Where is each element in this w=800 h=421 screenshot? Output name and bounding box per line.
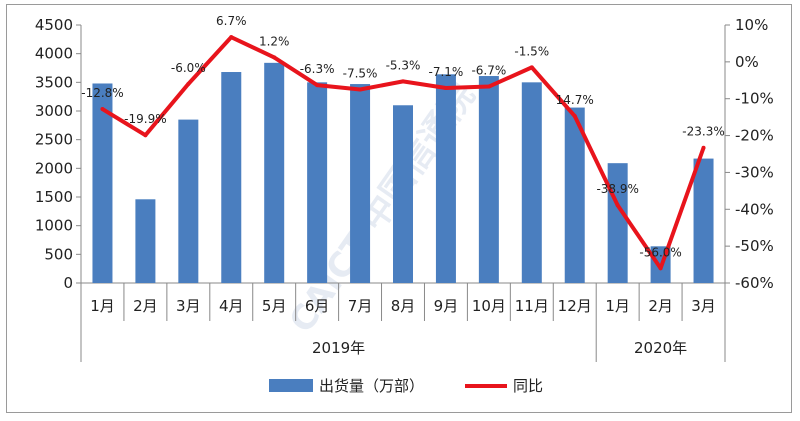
yoy-point-10	[486, 84, 491, 89]
legend-bar-label: 出货量（万部）	[319, 377, 424, 395]
legend-bar-swatch	[269, 379, 313, 392]
y-right-tick-label: 0%	[735, 53, 759, 71]
x-category-label: 1月	[605, 297, 630, 315]
x-category-label: 3月	[691, 297, 716, 315]
chart-frame: CAICT 中国信通院 0 500 1000 1500 2000 2500 3000 3500 4…	[6, 4, 792, 413]
y-right-tick-label: -30%	[735, 163, 774, 181]
bar-2	[135, 199, 156, 283]
y-right-tick-label: 10%	[735, 16, 768, 34]
y-right-tick-label: -10%	[735, 90, 774, 108]
x-category-label: 2月	[648, 297, 673, 315]
yoy-point-6	[315, 83, 320, 88]
yoy-point-2	[143, 133, 148, 138]
y-right-tick-label: -50%	[735, 237, 774, 255]
x-category-label: 3月	[176, 297, 201, 315]
bar-1	[92, 83, 113, 283]
bar-15	[693, 158, 714, 283]
bar-9	[435, 74, 456, 283]
bar-13	[607, 163, 628, 283]
x-category-label: 4月	[219, 297, 244, 315]
yoy-point-12	[572, 114, 577, 119]
yoy-data-label: -6.3%	[300, 62, 335, 76]
combo-chart: CAICT 中国信通院05001000150020002500300035004…	[35, 14, 774, 395]
yoy-data-label: -6.7%	[471, 64, 506, 78]
y-right-tick-label: -60%	[735, 274, 774, 292]
yoy-data-label: -5.3%	[386, 58, 421, 72]
y-left-tick-label: 2000	[35, 159, 73, 177]
yoy-data-label: -7.1%	[429, 65, 464, 79]
yoy-data-label: -1.5%	[514, 44, 549, 58]
yoy-point-5	[272, 55, 277, 60]
yoy-point-13	[615, 203, 620, 208]
bar-7	[350, 84, 371, 283]
x-category-label: 5月	[262, 297, 287, 315]
y-left-tick-label: 0	[63, 274, 73, 292]
yoy-point-8	[401, 79, 405, 84]
x-category-label: 9月	[434, 297, 459, 315]
yoy-data-label: -7.5%	[343, 67, 378, 81]
yoy-point-4	[229, 35, 234, 40]
yoy-data-label: -19.9%	[124, 112, 166, 126]
y-left-tick-label: 4000	[35, 45, 73, 63]
yoy-point-14	[658, 266, 663, 271]
yoy-data-label: -38.9%	[596, 182, 638, 196]
yoy-point-3	[186, 81, 191, 86]
x-group-label: 2019年	[312, 339, 365, 357]
y-right-tick-label: -40%	[735, 200, 774, 218]
x-category-label: 2月	[133, 297, 158, 315]
legend-line-label: 同比	[513, 377, 543, 395]
y-left-tick-label: 2500	[35, 131, 73, 149]
y-left-tick-label: 1000	[35, 217, 73, 235]
x-category-label: 12月	[558, 297, 592, 315]
bar-3	[178, 119, 199, 283]
yoy-data-label: 6.7%	[216, 14, 247, 28]
yoy-data-label: 14.7%	[556, 93, 594, 107]
yoy-data-label: -6.0%	[171, 61, 206, 75]
x-category-label: 7月	[348, 297, 373, 315]
yoy-data-label: -23.3%	[682, 125, 724, 139]
yoy-point-11	[529, 65, 534, 70]
bar-5	[264, 62, 285, 284]
y-left-tick-label: 1500	[35, 188, 73, 206]
bar-6	[307, 82, 328, 283]
bar-11	[521, 82, 542, 283]
yoy-data-label: -12.8%	[81, 86, 123, 100]
x-category-label: 10月	[472, 297, 506, 315]
bar-12	[564, 107, 585, 283]
y-left-tick-label: 3500	[35, 73, 73, 91]
y-left-tick-label: 500	[44, 245, 73, 263]
bar-4	[221, 72, 242, 283]
yoy-data-label: -56.0%	[639, 245, 681, 259]
yoy-point-7	[358, 87, 363, 92]
yoy-point-9	[443, 86, 448, 91]
bar-8	[393, 105, 413, 284]
yoy-point-15	[701, 145, 706, 150]
x-category-label: 8月	[391, 297, 416, 315]
x-category-label: 1月	[90, 297, 115, 315]
y-left-tick-label: 3000	[35, 102, 73, 120]
y-right-tick-label: -20%	[735, 127, 774, 145]
yoy-point-1	[100, 107, 105, 112]
x-group-label: 2020年	[634, 339, 687, 357]
y-left-tick-label: 4500	[35, 16, 73, 34]
yoy-data-label: 1.2%	[259, 34, 290, 48]
bar-10	[478, 76, 499, 283]
x-category-label: 6月	[305, 297, 330, 315]
x-category-label: 11月	[515, 297, 549, 315]
